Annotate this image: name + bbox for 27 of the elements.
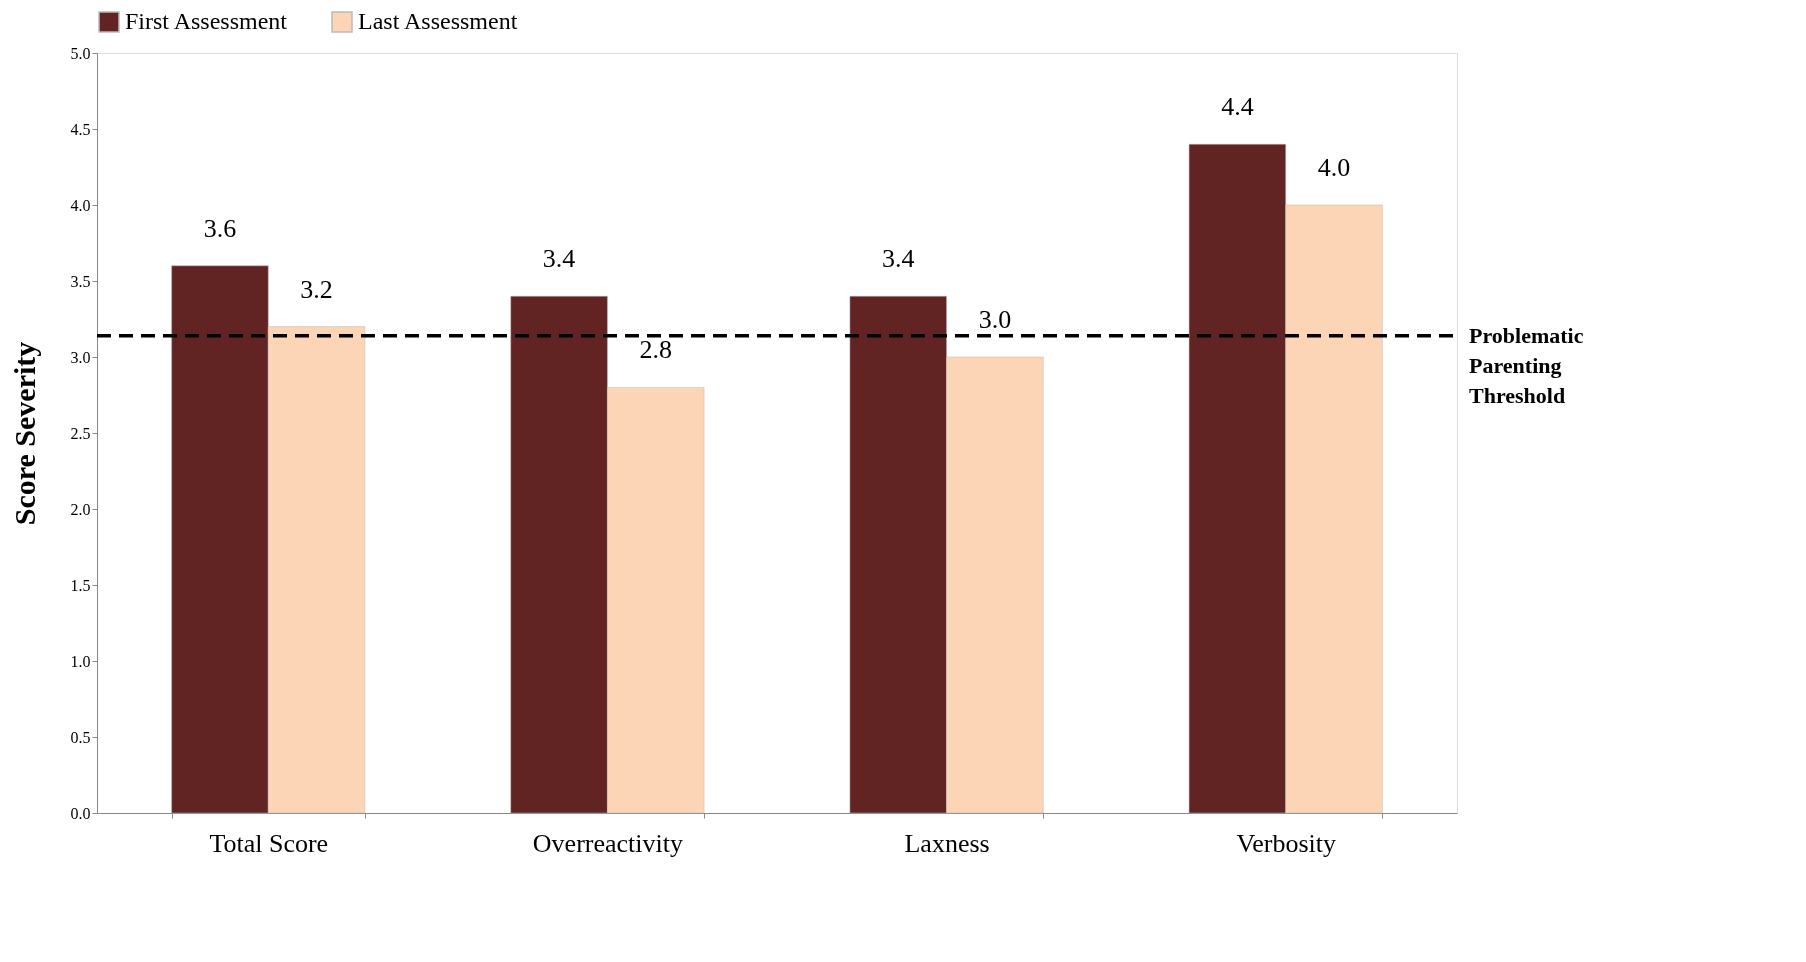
y-tick-label: 1.0 xyxy=(70,652,91,670)
data-label: 2.8 xyxy=(639,335,672,365)
legend-label: Last Assessment xyxy=(358,8,518,34)
y-tick-label: 0.5 xyxy=(70,728,91,746)
data-label: 3.6 xyxy=(203,213,237,243)
y-tick-label: 3.0 xyxy=(70,348,91,366)
x-tick-label: Overreactivity xyxy=(532,828,683,858)
data-label: 3.0 xyxy=(978,305,1012,334)
ref-line-label: Problematic Parenting Threshold xyxy=(1469,322,1584,408)
y-tick-label: 5.0 xyxy=(70,44,91,62)
data-label: 3.4 xyxy=(542,244,576,274)
y-tick-label: 1.5 xyxy=(70,576,91,594)
data-label: 4.4 xyxy=(1221,92,1254,122)
y-tick-label: 0.0 xyxy=(70,804,91,822)
data-label: 4.0 xyxy=(1317,153,1351,182)
data-label: 3.4 xyxy=(882,244,915,274)
x-tick-label: Total Score xyxy=(209,828,329,858)
y-tick-label: 2.0 xyxy=(70,500,91,518)
y-tick-label: 4.0 xyxy=(70,196,91,214)
x-tick-label: Verbosity xyxy=(1236,828,1337,858)
data-label: 3.2 xyxy=(300,274,333,304)
x-tick-label: Laxness xyxy=(904,828,990,858)
y-tick-label: 3.5 xyxy=(70,272,91,290)
legend-label: First Assessment xyxy=(125,8,288,34)
y-tick-label: 2.5 xyxy=(70,424,91,442)
y-axis-title: Score Severity xyxy=(7,341,41,526)
y-tick-label: 4.5 xyxy=(70,120,91,138)
